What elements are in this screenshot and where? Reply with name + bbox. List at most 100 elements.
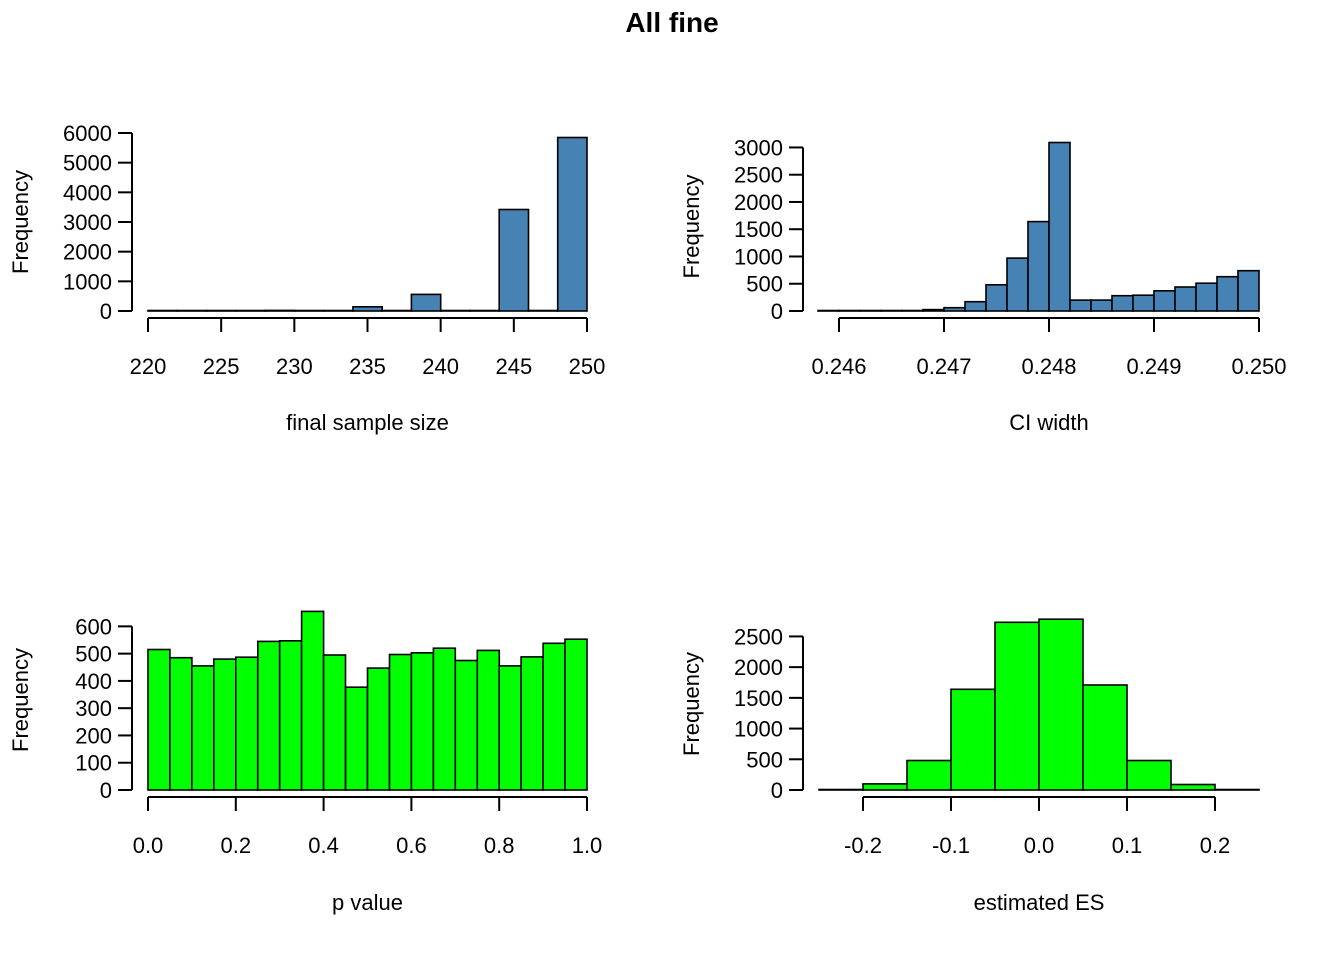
histogram-bar [300, 610, 325, 791]
histogram-bar [1170, 783, 1216, 791]
histogram-bar [498, 665, 522, 791]
histogram-bar [264, 309, 296, 312]
x-tick-label: 220 [130, 354, 167, 379]
x-tick-label: 0.0 [1024, 833, 1055, 858]
histogram-bar [176, 309, 208, 312]
histogram-panels: 220 225 230 235 240 245 250 final sample size 0 1… [8, 121, 1287, 915]
x-axis-label: estimated ES [974, 890, 1105, 915]
histogram-bar [169, 656, 193, 791]
histogram-bar [862, 783, 908, 791]
y-tick-label: 0 [771, 778, 783, 803]
histogram-bar [922, 308, 945, 312]
x-axis-label: CI width [1009, 410, 1088, 435]
histogram-panel-1: 220 225 230 235 240 245 250 final sample size 0 1… [8, 121, 605, 435]
histogram-panel-4: -0.2 -0.1 0.0 0.1 0.2 estimated ES 0 500 1000 150… [679, 618, 1260, 915]
y-tick-label: 6000 [63, 121, 112, 146]
y-tick-label: 400 [75, 669, 112, 694]
x-axis: 0.0 0.2 0.4 0.6 0.8 1.0 [133, 796, 603, 858]
y-tick-label: 500 [746, 747, 783, 772]
x-tick-label: 230 [276, 354, 313, 379]
x-tick-label: 0.247 [916, 354, 971, 379]
histogram-bar [994, 621, 1040, 791]
histogram-bar [817, 309, 840, 312]
histogram-bar [469, 309, 500, 312]
x-tick-label: 0.1 [1112, 833, 1143, 858]
y-tick-label: 1000 [734, 717, 783, 742]
y-tick-label: 600 [75, 614, 112, 639]
x-tick-label: 240 [422, 354, 459, 379]
y-tick-label: 500 [75, 642, 112, 667]
histogram-bar [906, 759, 952, 791]
bars [818, 618, 1260, 791]
histogram-bar [1153, 289, 1176, 312]
y-tick-label: 0 [100, 299, 112, 324]
y-tick-label: 300 [75, 696, 112, 721]
histogram-bar [381, 309, 413, 312]
bars [147, 136, 588, 312]
histogram-bar [1069, 299, 1092, 312]
x-tick-label: 1.0 [572, 833, 603, 858]
y-tick-label: 200 [75, 723, 112, 748]
y-tick-label: 1500 [734, 686, 783, 711]
y-tick-label: 3000 [734, 135, 783, 160]
histogram-bar [1006, 257, 1029, 312]
histogram-bar [322, 309, 354, 312]
histogram-bar [564, 638, 588, 791]
x-tick-label: 0.249 [1126, 354, 1181, 379]
histogram-bar [859, 309, 882, 312]
histogram-bar [147, 648, 171, 791]
x-tick-label: -0.1 [932, 833, 970, 858]
y-axis-label: Frequency [679, 652, 704, 756]
y-tick-label: 2500 [734, 624, 783, 649]
histogram-bar [901, 309, 924, 312]
histogram-bar [1126, 759, 1172, 791]
y-tick-label: 500 [746, 272, 783, 297]
histogram-bar [293, 309, 325, 312]
histogram-bar [235, 309, 266, 312]
y-axis: 0 500 1000 1500 2000 2500 [734, 624, 804, 803]
histogram-bar [235, 656, 259, 791]
y-axis-label: Frequency [8, 170, 33, 274]
histogram-bar [213, 658, 237, 791]
y-tick-label: 5000 [63, 151, 112, 176]
histogram-bar [1082, 684, 1128, 791]
histogram-bar [964, 300, 987, 312]
x-tick-label: 0.248 [1021, 354, 1076, 379]
x-tick-label: -0.2 [844, 833, 882, 858]
histogram-bar [1027, 220, 1050, 312]
x-tick-label: 0.2 [221, 833, 252, 858]
histogram-bar [1048, 141, 1071, 312]
histogram-bar [1195, 282, 1218, 312]
y-axis: 0 1000 2000 3000 4000 5000 6000 [63, 121, 133, 324]
histogram-bar [818, 788, 864, 791]
bars [817, 141, 1260, 312]
x-tick-label: 0.246 [811, 354, 866, 379]
y-tick-label: 2000 [734, 190, 783, 215]
histogram-bar [498, 208, 530, 312]
x-axis: -0.2 -0.1 0.0 0.1 0.2 [844, 796, 1230, 858]
x-axis: 220 225 230 235 240 245 250 [130, 317, 606, 379]
histogram-bar [1237, 269, 1260, 312]
histogram-bar [205, 309, 237, 312]
histogram-bar [454, 659, 479, 791]
histogram-bar [191, 665, 215, 791]
y-axis-label: Frequency [679, 175, 704, 279]
histogram-bar [410, 651, 435, 791]
histogram-bar [352, 305, 383, 312]
histogram-bar [278, 639, 303, 791]
y-tick-label: 2000 [734, 655, 783, 680]
histogram-bar [943, 306, 966, 312]
x-tick-label: 250 [569, 354, 606, 379]
histogram-bar [147, 309, 179, 312]
bars [147, 610, 588, 791]
x-axis-label: final sample size [286, 410, 449, 435]
x-tick-label: 0.250 [1231, 354, 1286, 379]
histogram-bar [344, 686, 369, 791]
y-tick-label: 1000 [63, 269, 112, 294]
histogram-bar [439, 309, 471, 312]
